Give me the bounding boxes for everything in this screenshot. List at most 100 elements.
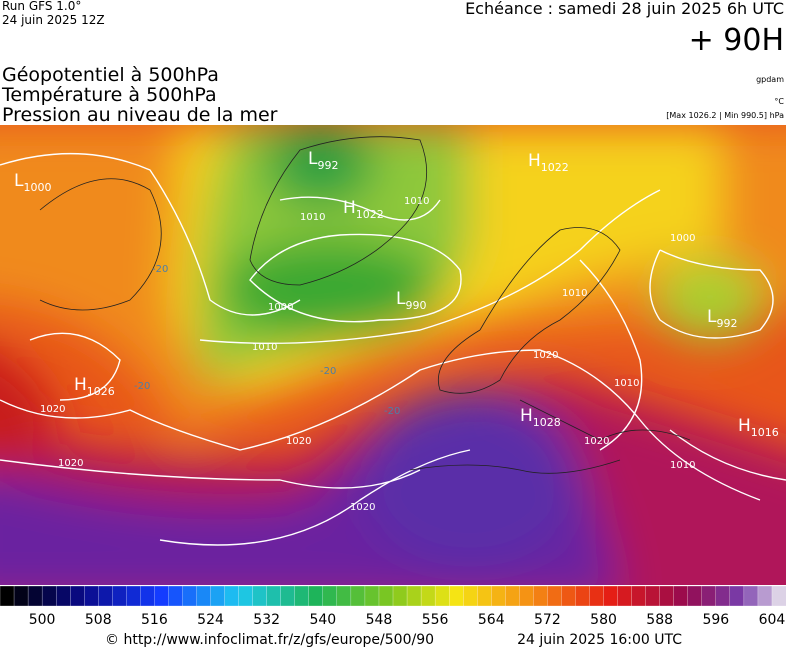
unit: [Max 1026.2 | Min 990.5] hPa — [666, 111, 784, 120]
center-value: 1026 — [87, 385, 115, 398]
color-swatch — [434, 585, 450, 607]
colorbar-tick-label: 572 — [534, 612, 561, 628]
pressure-center: H1028 — [520, 406, 561, 429]
center-type: H — [738, 416, 751, 436]
color-swatch — [182, 585, 197, 607]
center-value: 992 — [716, 317, 737, 330]
center-type: H — [343, 198, 356, 218]
color-swatch — [645, 585, 661, 607]
center-type: H — [74, 375, 87, 395]
echeance: Echéance : samedi 28 juin 2025 6h UTC — [465, 0, 784, 18]
pressure-center: H1016 — [738, 416, 779, 439]
isobar-label: 1010 — [614, 378, 639, 389]
center-type: H — [520, 406, 533, 426]
isobar-label: 1020 — [58, 458, 83, 469]
color-swatch — [140, 585, 155, 607]
pressure-center: L990 — [396, 289, 426, 312]
color-swatch — [196, 585, 211, 607]
color-swatch — [126, 585, 141, 607]
colorbar-tick-label: 588 — [646, 612, 673, 628]
colorbar-tick-label: 516 — [141, 612, 168, 628]
center-type: H — [528, 151, 541, 171]
color-swatch — [420, 585, 436, 607]
color-swatch — [168, 585, 183, 607]
isobar-label: 1010 — [670, 460, 695, 471]
colorbar-tick-label: 524 — [197, 612, 224, 628]
color-swatch — [112, 585, 127, 607]
color-swatch — [448, 585, 464, 607]
color-swatch — [308, 585, 324, 607]
color-swatch — [252, 585, 268, 607]
color-swatch — [98, 585, 113, 607]
color-swatch — [378, 585, 394, 607]
color-swatch — [55, 585, 71, 607]
color-swatch — [673, 585, 689, 607]
temperature-label: -20 — [134, 381, 150, 392]
source-url: © http://www.infoclimat.fr/z/gfs/europe/… — [105, 632, 434, 648]
color-swatch — [519, 585, 534, 607]
colorbar-tick-label: 556 — [422, 612, 449, 628]
lead-time: + 90H — [689, 23, 784, 58]
color-swatch — [743, 585, 759, 607]
pressure-center: L992 — [707, 307, 737, 330]
isobar-label: 1020 — [533, 350, 558, 361]
center-value: 992 — [317, 159, 338, 172]
isobars — [0, 152, 786, 546]
isobar-label: 1000 — [670, 233, 695, 244]
isobar-label: 1010 — [562, 288, 587, 299]
colorbar-tick-label: 596 — [702, 612, 729, 628]
center-value: 1016 — [751, 426, 779, 439]
pressure-center: L1000 — [14, 171, 51, 194]
field-name: Géopotentiel à 500hPa — [2, 64, 219, 86]
coastlines — [39, 136, 691, 474]
color-swatch — [13, 585, 29, 607]
isobar-label: 1020 — [584, 436, 609, 447]
color-swatch — [603, 585, 619, 607]
temperature-label: -20 — [384, 406, 400, 417]
colorbar-tick-label: 508 — [85, 612, 112, 628]
color-swatch — [715, 585, 731, 607]
color-swatch — [757, 585, 773, 607]
temperature-label: -20 — [152, 264, 168, 275]
color-swatch — [41, 585, 57, 607]
color-swatch — [154, 585, 169, 607]
color-swatch — [631, 585, 647, 607]
color-swatch — [364, 585, 380, 607]
color-swatch — [617, 585, 633, 607]
field-name: Température à 500hPa — [1, 84, 217, 106]
color-swatch — [547, 585, 562, 607]
unit: °C — [774, 97, 784, 106]
temperature-label: -20 — [320, 366, 336, 377]
color-swatch — [533, 585, 548, 607]
pressure-center: H1022 — [528, 151, 569, 174]
isobar-label: 1020 — [286, 436, 311, 447]
colorbar-tick-label: 500 — [29, 612, 56, 628]
pressure-center: H1026 — [74, 375, 115, 398]
color-swatch — [701, 585, 717, 607]
colorbar-tick-label: 564 — [478, 612, 505, 628]
center-type: L — [308, 149, 318, 169]
color-swatch — [27, 585, 43, 607]
isobar-label: 1010 — [404, 196, 429, 207]
color-swatch — [266, 585, 282, 607]
color-swatch — [687, 585, 703, 607]
color-swatch — [505, 585, 520, 607]
color-swatch — [224, 585, 240, 607]
color-swatch — [322, 585, 338, 607]
colorbar-tick-label: 540 — [309, 612, 336, 628]
run-date: 24 juin 2025 12Z — [2, 13, 105, 27]
isobar-label: 1000 — [268, 302, 293, 313]
color-swatch — [406, 585, 422, 607]
pressure-center: L992 — [308, 149, 338, 172]
generated-date: 24 juin 2025 16:00 UTC — [517, 632, 682, 648]
color-swatch — [84, 585, 99, 607]
colorbar: 500 508 516 524 532 540 548 556 564 572 580 588 596 6… — [0, 585, 786, 628]
color-swatch — [477, 585, 492, 607]
color-swatch — [589, 585, 604, 607]
pressure-center: H1022 — [343, 198, 384, 221]
color-swatch — [70, 585, 85, 607]
field-name: Pression au niveau de la mer — [2, 104, 278, 126]
colorbar-tick-label: 548 — [366, 612, 393, 628]
color-swatch — [659, 585, 675, 607]
